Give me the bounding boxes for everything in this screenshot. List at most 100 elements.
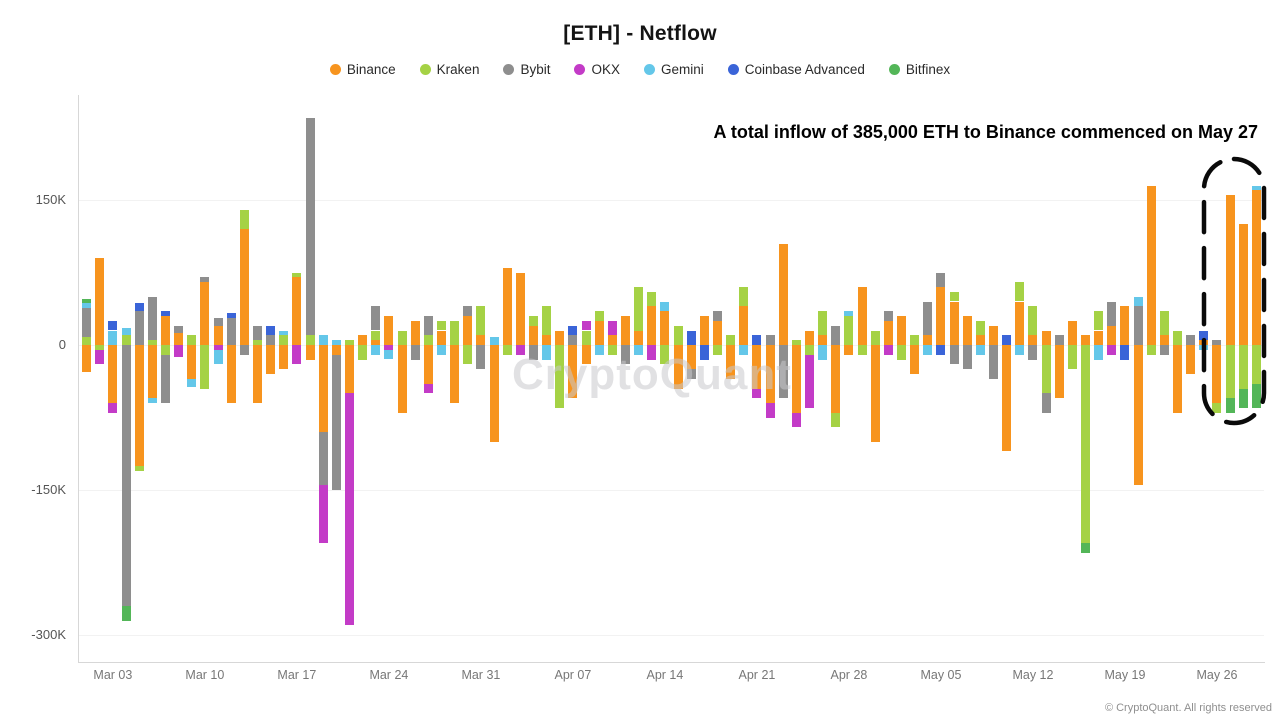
bar-segment[interactable]	[1002, 345, 1012, 452]
bar-segment[interactable]	[1199, 330, 1209, 341]
bar-segment[interactable]	[620, 316, 630, 345]
bar-segment[interactable]	[818, 311, 828, 336]
bar-segment[interactable]	[147, 345, 157, 399]
bar-segment[interactable]	[423, 335, 433, 345]
bar-segment[interactable]	[923, 335, 933, 345]
bar-segment[interactable]	[1067, 345, 1077, 370]
bar-segment[interactable]	[147, 398, 157, 403]
bar-segment[interactable]	[1041, 330, 1051, 345]
bar-segment[interactable]	[1212, 345, 1222, 403]
bar-segment[interactable]	[423, 383, 433, 394]
bar-segment[interactable]	[949, 291, 959, 302]
bar-segment[interactable]	[384, 349, 394, 360]
bar-segment[interactable]	[883, 311, 893, 321]
bar-segment[interactable]	[200, 282, 210, 345]
bar-segment[interactable]	[358, 345, 368, 360]
bar-segment[interactable]	[344, 340, 354, 345]
bar-segment[interactable]	[778, 243, 788, 345]
bar-segment[interactable]	[634, 287, 644, 331]
bar-segment[interactable]	[213, 349, 223, 365]
bar-segment[interactable]	[463, 306, 473, 316]
bar-segment[interactable]	[844, 311, 854, 316]
bar-segment[interactable]	[1120, 345, 1130, 360]
bar-segment[interactable]	[121, 327, 131, 336]
bar-segment[interactable]	[489, 337, 499, 345]
bar-segment[interactable]	[1225, 345, 1235, 399]
bar-segment[interactable]	[568, 345, 578, 399]
bar-segment[interactable]	[134, 345, 144, 466]
bar-segment[interactable]	[489, 345, 499, 442]
bar-segment[interactable]	[121, 606, 131, 621]
bar-segment[interactable]	[555, 330, 565, 345]
bar-segment[interactable]	[713, 345, 722, 355]
bar-segment[interactable]	[765, 345, 775, 403]
bar-segment[interactable]	[200, 277, 210, 283]
bar-segment[interactable]	[1238, 224, 1248, 345]
bar-segment[interactable]	[1251, 345, 1261, 384]
bar-segment[interactable]	[1238, 345, 1248, 389]
bar-segment[interactable]	[1199, 345, 1209, 350]
bar-segment[interactable]	[108, 330, 118, 345]
bar-segment[interactable]	[568, 335, 578, 345]
bar-segment[interactable]	[239, 209, 249, 229]
bar-segment[interactable]	[82, 303, 92, 309]
bar-segment[interactable]	[713, 320, 722, 345]
bar-segment[interactable]	[344, 345, 354, 394]
bar-segment[interactable]	[962, 345, 972, 370]
bar-segment[interactable]	[713, 311, 722, 321]
bar-segment[interactable]	[1081, 345, 1091, 544]
bar-segment[interactable]	[1028, 335, 1038, 345]
bar-segment[interactable]	[423, 316, 433, 336]
bar-segment[interactable]	[397, 345, 407, 413]
legend-item-coinbase-advanced[interactable]: Coinbase Advanced	[727, 62, 865, 77]
bar-segment[interactable]	[239, 229, 249, 345]
bar-segment[interactable]	[95, 345, 105, 350]
bar-segment[interactable]	[1225, 195, 1235, 345]
bar-segment[interactable]	[410, 345, 420, 360]
bar-segment[interactable]	[1212, 403, 1222, 413]
bar-segment[interactable]	[1094, 330, 1104, 345]
bar-segment[interactable]	[160, 316, 170, 345]
legend-item-bybit[interactable]: Bybit	[503, 62, 550, 77]
bar-segment[interactable]	[989, 325, 999, 345]
legend-item-gemini[interactable]: Gemini	[643, 62, 704, 77]
bar-segment[interactable]	[594, 320, 604, 345]
bar-segment[interactable]	[765, 335, 775, 345]
bar-segment[interactable]	[739, 345, 749, 355]
bar-segment[interactable]	[897, 316, 907, 345]
bar-segment[interactable]	[1120, 306, 1130, 345]
bar-segment[interactable]	[660, 301, 670, 312]
bar-segment[interactable]	[686, 369, 696, 379]
bar-segment[interactable]	[423, 345, 433, 384]
bar-segment[interactable]	[95, 258, 105, 345]
bar-segment[interactable]	[949, 345, 959, 365]
bar-segment[interactable]	[752, 388, 762, 399]
bar-segment[interactable]	[318, 432, 328, 486]
bar-segment[interactable]	[581, 320, 591, 331]
bar-segment[interactable]	[371, 306, 381, 331]
bar-segment[interactable]	[634, 345, 644, 355]
bar-segment[interactable]	[870, 345, 880, 442]
bar-segment[interactable]	[239, 345, 249, 355]
bar-segment[interactable]	[384, 316, 394, 345]
bar-segment[interactable]	[594, 345, 604, 355]
bar-segment[interactable]	[568, 325, 578, 336]
bar-segment[interactable]	[857, 287, 867, 345]
bar-segment[interactable]	[923, 345, 933, 355]
bar-segment[interactable]	[791, 345, 801, 413]
bar-segment[interactable]	[476, 306, 486, 336]
bar-segment[interactable]	[870, 330, 880, 345]
bar-segment[interactable]	[1225, 398, 1235, 413]
bar-segment[interactable]	[174, 325, 184, 334]
bar-segment[interactable]	[344, 393, 354, 626]
bar-segment[interactable]	[371, 340, 381, 345]
bar-segment[interactable]	[1251, 190, 1261, 345]
bar-segment[interactable]	[1186, 345, 1196, 374]
bar-segment[interactable]	[1028, 306, 1038, 336]
bar-segment[interactable]	[1094, 345, 1104, 360]
bar-segment[interactable]	[187, 335, 197, 345]
bar-segment[interactable]	[581, 330, 591, 345]
bar-segment[interactable]	[791, 412, 801, 428]
bar-segment[interactable]	[699, 316, 709, 345]
bar-segment[interactable]	[1173, 330, 1183, 345]
